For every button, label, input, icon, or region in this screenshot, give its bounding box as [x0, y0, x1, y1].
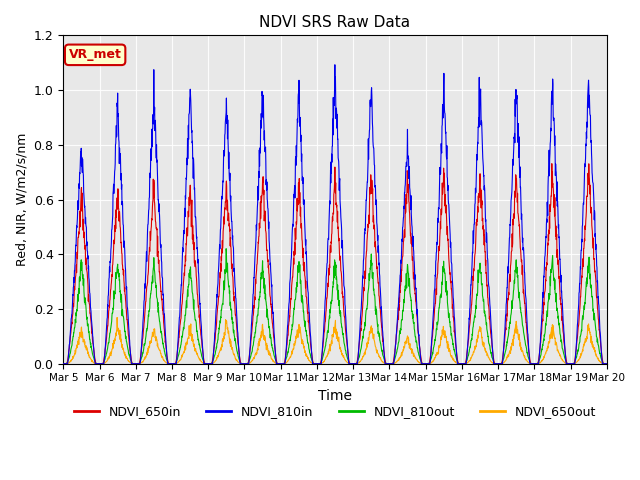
Text: VR_met: VR_met	[68, 48, 122, 61]
Title: NDVI SRS Raw Data: NDVI SRS Raw Data	[259, 15, 411, 30]
Y-axis label: Red, NIR, W/m2/s/nm: Red, NIR, W/m2/s/nm	[15, 133, 28, 266]
X-axis label: Time: Time	[318, 389, 352, 403]
Legend: NDVI_650in, NDVI_810in, NDVI_810out, NDVI_650out: NDVI_650in, NDVI_810in, NDVI_810out, NDV…	[68, 400, 601, 423]
